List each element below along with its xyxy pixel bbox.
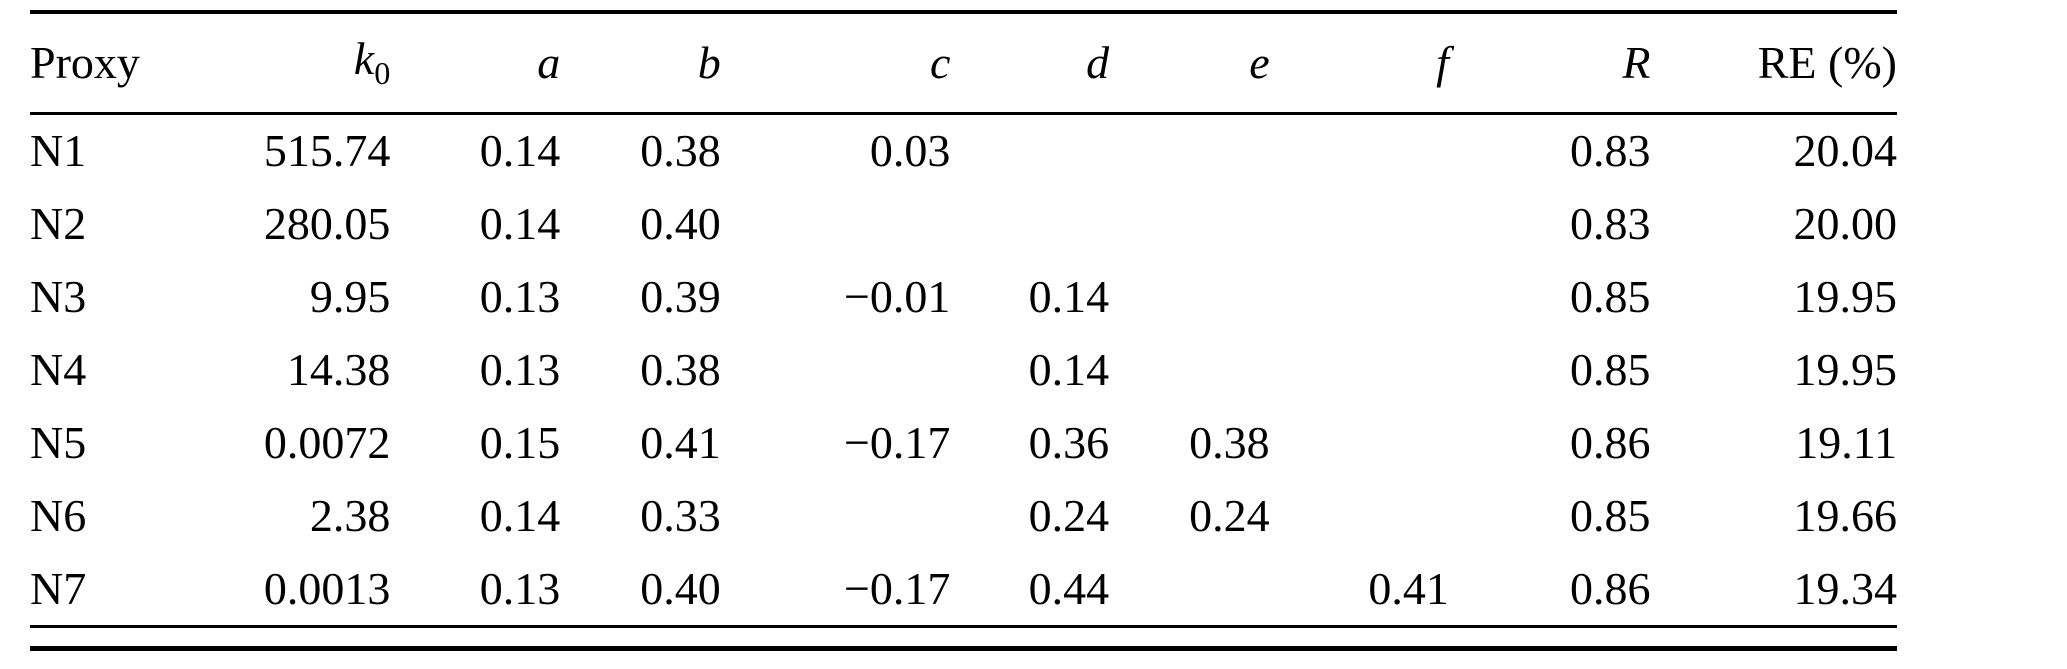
cell-f	[1270, 334, 1449, 407]
cell-c: −0.01	[843, 270, 951, 322]
cell-b: 0.40	[640, 562, 721, 614]
cell-d: 0.14	[1028, 270, 1110, 322]
cell-proxy: N6	[30, 489, 87, 541]
cell-b: 0.40	[640, 198, 721, 250]
cell-d: 0.36	[1028, 416, 1110, 468]
header-row: Proxy k0 a b c d e f R RE (%)	[30, 12, 1897, 116]
cell-a: 0.14	[479, 198, 561, 250]
table-row: N1 515.74 0.14 0.38 0.03 0.83 20.04	[30, 114, 1897, 188]
cell-c: −0.17	[843, 562, 951, 614]
cell-a: 0.15	[479, 416, 561, 468]
cell-f: 0.41	[1368, 562, 1449, 614]
cell-e	[1109, 114, 1270, 188]
cell-a: 0.14	[479, 125, 561, 177]
table-header: Proxy k0 a b c d e f R RE (%)	[30, 12, 1897, 116]
table-row: N2 280.05 0.14 0.40 0.83 20.00	[30, 188, 1897, 261]
column-header-k0: k0	[216, 12, 391, 116]
cell-proxy: N3	[30, 270, 87, 322]
cell-c	[721, 480, 951, 553]
column-header-R: R	[1448, 12, 1651, 116]
cell-a: 0.13	[479, 562, 561, 614]
cell-R: 0.85	[1569, 270, 1651, 322]
table-row: N4 14.38 0.13 0.38 0.14 0.85 19.95	[30, 334, 1897, 407]
cell-b: 0.39	[640, 270, 721, 322]
cell-a: 0.13	[479, 343, 561, 395]
cell-f	[1270, 188, 1449, 261]
cell-k0: 280.05	[263, 198, 391, 250]
cell-proxy: N5	[30, 416, 87, 468]
cell-f	[1270, 114, 1449, 188]
cell-k0: 9.95	[309, 270, 391, 322]
cell-b: 0.41	[640, 416, 721, 468]
column-header-a: a	[390, 12, 561, 116]
cell-R: 0.83	[1569, 125, 1651, 177]
table-bottom-rule	[30, 646, 1897, 652]
cell-f	[1270, 407, 1449, 480]
cell-d: 0.24	[1028, 489, 1110, 541]
cell-f	[1270, 480, 1449, 553]
cell-proxy: N2	[30, 198, 87, 250]
cell-c	[721, 334, 951, 407]
cell-k0: 0.0013	[263, 562, 391, 614]
cell-d: 0.14	[1028, 343, 1110, 395]
cell-c: −0.17	[843, 416, 951, 468]
cell-R: 0.86	[1569, 562, 1651, 614]
regression-coefficients-table: Proxy k0 a b c d e f R RE (%) N1 515.74 0.14 0.38 0.0…	[30, 10, 1897, 628]
cell-R: 0.83	[1569, 198, 1651, 250]
cell-proxy: N1	[30, 125, 87, 177]
cell-e: 0.38	[1189, 416, 1270, 468]
cell-R: 0.85	[1569, 489, 1651, 541]
cell-RE: 20.00	[1793, 198, 1898, 250]
cell-c: 0.03	[869, 125, 951, 177]
table-row: N7 0.0013 0.13 0.40 −0.17 0.44 0.41 0.86 19.34	[30, 553, 1897, 627]
cell-c	[721, 188, 951, 261]
cell-k0: 2.38	[309, 489, 391, 541]
cell-d	[950, 114, 1109, 188]
cell-b: 0.38	[640, 343, 721, 395]
column-header-e: e	[1109, 12, 1270, 116]
cell-e	[1109, 188, 1270, 261]
cell-e	[1109, 261, 1270, 334]
cell-RE: 20.04	[1793, 125, 1898, 177]
column-header-c: c	[720, 12, 951, 116]
cell-e	[1109, 553, 1270, 627]
cell-k0: 14.38	[286, 343, 391, 395]
cell-proxy: N7	[30, 562, 87, 614]
cell-k0: 0.0072	[263, 416, 391, 468]
cell-proxy: N4	[30, 343, 87, 395]
table-row: N3 9.95 0.13 0.39 −0.01 0.14 0.85 19.95	[30, 261, 1897, 334]
cell-b: 0.38	[640, 125, 721, 177]
cell-e	[1109, 334, 1270, 407]
table-body: N1 515.74 0.14 0.38 0.03 0.83 20.04 N2 280.05 0.1…	[30, 114, 1897, 627]
cell-b: 0.33	[640, 489, 721, 541]
cell-RE: 19.66	[1793, 489, 1898, 541]
column-header-RE: RE (%)	[1650, 12, 1897, 116]
cell-d: 0.44	[1028, 562, 1110, 614]
cell-e: 0.24	[1189, 489, 1270, 541]
cell-f	[1270, 261, 1449, 334]
column-header-proxy: Proxy	[30, 12, 217, 116]
cell-RE: 19.11	[1795, 416, 1897, 468]
cell-RE: 19.34	[1793, 562, 1898, 614]
cell-d	[950, 188, 1109, 261]
table-row: N5 0.0072 0.15 0.41 −0.17 0.36 0.38 0.86 19.11	[30, 407, 1897, 480]
cell-RE: 19.95	[1793, 270, 1898, 322]
cell-a: 0.14	[479, 489, 561, 541]
cell-k0: 515.74	[263, 125, 391, 177]
cell-a: 0.13	[479, 270, 561, 322]
column-header-f: f	[1269, 12, 1449, 116]
column-header-d: d	[950, 12, 1110, 116]
cell-R: 0.86	[1569, 416, 1651, 468]
column-header-b: b	[560, 12, 721, 116]
cell-R: 0.85	[1569, 343, 1651, 395]
cell-RE: 19.95	[1793, 343, 1898, 395]
table-row: N6 2.38 0.14 0.33 0.24 0.24 0.85 19.66	[30, 480, 1897, 553]
